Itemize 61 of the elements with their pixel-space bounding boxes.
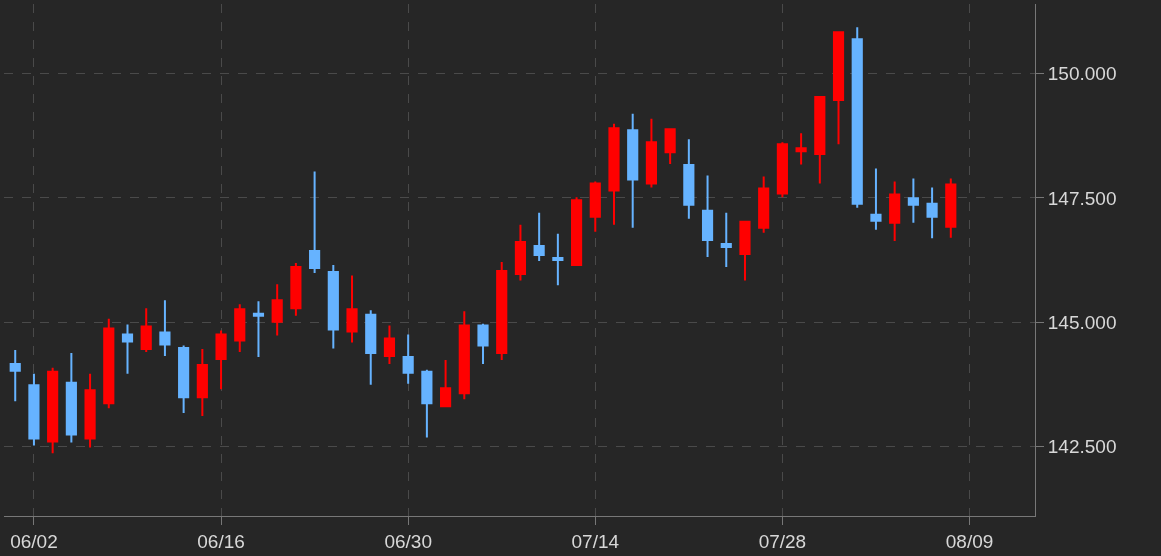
x-tick-label: 07/14 [571,530,620,552]
candlestick [945,177,957,239]
candlestick [458,310,470,401]
candlestick [234,303,246,353]
candlestick [477,322,489,365]
candlestick [889,180,901,243]
candlestick [346,274,358,344]
candlestick [327,263,339,350]
candlestick [121,323,134,375]
x-tick-label: 06/16 [197,530,245,552]
candlestick [47,366,59,455]
candlestick [570,196,583,267]
candlestick [309,170,321,274]
y-tick-label: 142.500 [1047,436,1117,458]
candlestick [533,211,545,262]
candlestick [402,333,414,385]
candlestick [926,186,938,240]
candlestick [776,141,788,199]
candlestick [140,307,152,353]
candlestick [608,122,620,226]
x-tick-label: 06/02 [10,530,58,552]
candlestick [795,132,807,166]
x-tick-label: 07/28 [758,530,807,552]
candlestick [814,95,826,185]
candlestick [739,219,751,282]
y-tick-label: 147.500 [1047,187,1117,209]
candlestick [664,127,676,166]
candlestick [196,347,208,418]
candlestick [271,283,283,337]
candlestick [9,348,21,403]
y-tick-label: 145.000 [1047,311,1117,333]
candlestick [851,26,863,209]
candlestick [496,260,508,361]
x-tick-label: 06/30 [384,530,432,552]
candlestick [645,117,657,189]
candlestick [28,372,40,447]
y-tick-label: 150.000 [1047,63,1117,85]
candlestick [421,368,433,439]
candlestick [514,223,527,282]
candlestick [907,177,919,224]
candlestick [870,167,882,231]
candlestick [103,317,115,410]
candlestick [552,232,564,287]
candlestick [832,31,845,146]
candlestick [84,372,96,449]
candlestick [589,180,601,233]
candlestick [159,299,171,357]
candlestick [627,112,639,229]
candlestick [383,324,396,365]
x-tick-label: 08/09 [945,530,994,552]
candlestick [701,174,714,259]
candlestick [178,344,190,415]
candlestick [252,300,265,358]
candlestick [683,138,695,220]
candlestick [758,175,770,234]
candlestick [290,261,302,317]
candlestick [215,329,227,391]
candlestick [65,351,77,444]
candlestick [365,309,377,386]
candlestick [440,358,452,408]
candlestick [720,211,732,268]
